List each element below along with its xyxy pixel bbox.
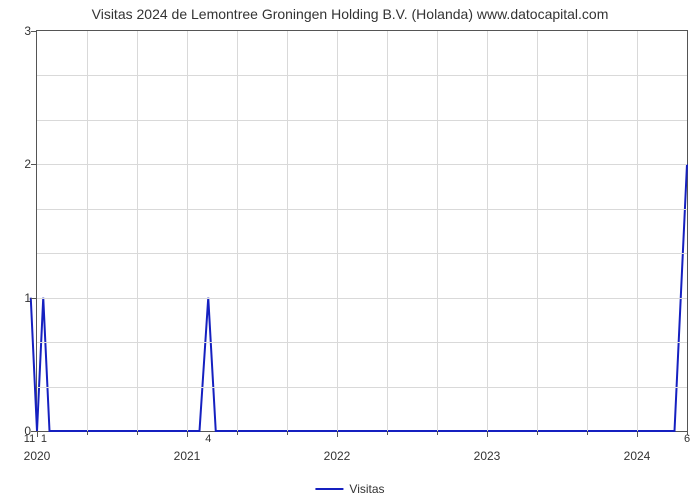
- data-label: 1: [41, 431, 47, 445]
- hgrid: [37, 209, 687, 210]
- vgrid: [387, 31, 388, 431]
- hgrid: [37, 298, 687, 299]
- xtick-minor: [387, 431, 388, 435]
- vgrid: [87, 31, 88, 431]
- xtick-minor: [237, 431, 238, 435]
- data-label: 4: [205, 431, 211, 445]
- xtick-minor: [87, 431, 88, 435]
- hgrid: [37, 120, 687, 121]
- vgrid: [337, 31, 338, 431]
- hgrid: [37, 164, 687, 165]
- legend: Visitas: [315, 482, 384, 496]
- line-series: [37, 31, 687, 431]
- hgrid: [37, 253, 687, 254]
- xtick-label: 2023: [474, 431, 501, 463]
- plot-area: 01232020202120222023202411146: [36, 30, 688, 432]
- vgrid: [637, 31, 638, 431]
- vgrid: [487, 31, 488, 431]
- xtick-label: 2021: [174, 431, 201, 463]
- ytick-label: 2: [24, 157, 37, 171]
- xtick-minor: [37, 431, 38, 435]
- ytick-label: 3: [24, 24, 37, 38]
- hgrid: [37, 387, 687, 388]
- xtick-minor: [187, 431, 188, 435]
- vgrid: [187, 31, 188, 431]
- xtick-minor: [437, 431, 438, 435]
- xtick-minor: [637, 431, 638, 435]
- legend-swatch: [315, 488, 343, 490]
- hgrid: [37, 75, 687, 76]
- chart-container: Visitas 2024 de Lemontree Groningen Hold…: [0, 0, 700, 500]
- vgrid: [537, 31, 538, 431]
- vgrid: [587, 31, 588, 431]
- xtick-minor: [337, 431, 338, 435]
- legend-label: Visitas: [349, 482, 384, 496]
- ytick-label: 1: [24, 291, 37, 305]
- xtick-label: 2022: [324, 431, 351, 463]
- xtick-minor: [537, 431, 538, 435]
- vgrid: [437, 31, 438, 431]
- xtick-minor: [487, 431, 488, 435]
- xtick-minor: [137, 431, 138, 435]
- data-label: 11: [24, 431, 35, 445]
- hgrid: [37, 342, 687, 343]
- chart-title: Visitas 2024 de Lemontree Groningen Hold…: [0, 0, 700, 26]
- xtick-label: 2024: [624, 431, 651, 463]
- vgrid: [237, 31, 238, 431]
- vgrid: [137, 31, 138, 431]
- xtick-minor: [587, 431, 588, 435]
- vgrid: [287, 31, 288, 431]
- xtick-minor: [287, 431, 288, 435]
- data-label: 6: [684, 431, 690, 445]
